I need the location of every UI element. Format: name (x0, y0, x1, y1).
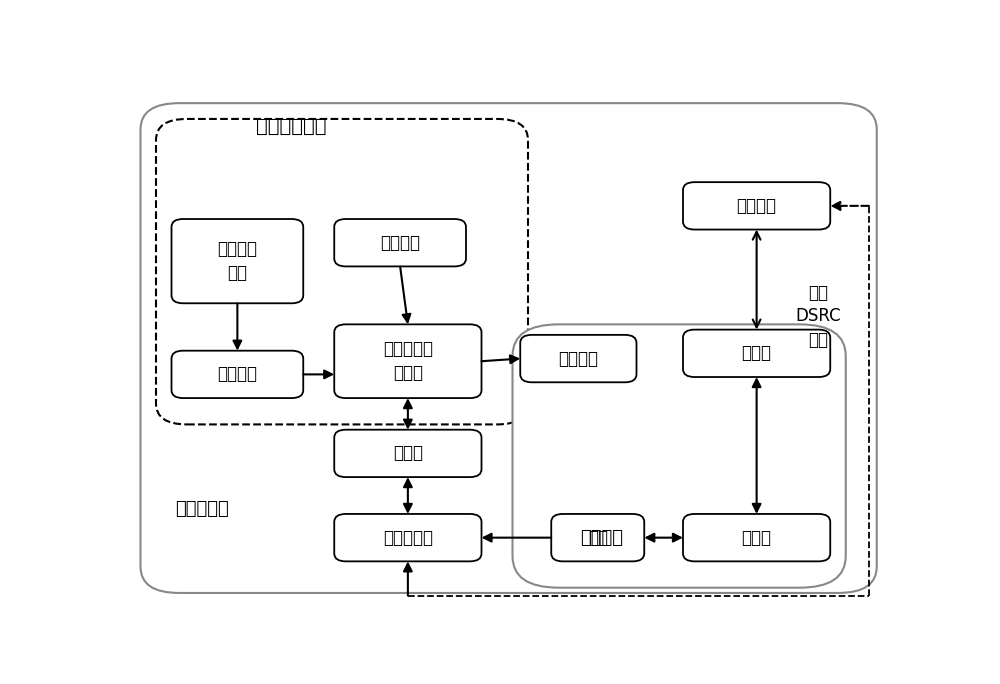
FancyBboxPatch shape (172, 351, 303, 398)
Text: 空中
DSRC
接口: 空中 DSRC 接口 (796, 284, 841, 349)
Text: 适配器: 适配器 (393, 445, 423, 462)
FancyBboxPatch shape (683, 514, 830, 562)
Text: 可执行文件
主界面: 可执行文件 主界面 (383, 341, 433, 382)
Text: 计算机接口: 计算机接口 (383, 529, 433, 547)
Text: 测试设备: 测试设备 (580, 529, 623, 547)
Text: 配置参数: 配置参数 (380, 234, 420, 252)
FancyBboxPatch shape (140, 103, 877, 593)
Text: 协议栈: 协议栈 (742, 529, 772, 547)
FancyBboxPatch shape (683, 330, 830, 377)
FancyBboxPatch shape (551, 514, 644, 562)
Text: 编解码器: 编解码器 (217, 365, 257, 384)
FancyBboxPatch shape (520, 335, 637, 382)
Text: 物理层: 物理层 (742, 344, 772, 363)
FancyBboxPatch shape (334, 219, 466, 267)
Text: 被测设备: 被测设备 (737, 197, 777, 215)
FancyBboxPatch shape (172, 219, 303, 303)
FancyBboxPatch shape (683, 182, 830, 230)
Text: 测试计算机: 测试计算机 (176, 500, 229, 518)
Text: 测试软件平台: 测试软件平台 (256, 118, 327, 136)
FancyBboxPatch shape (512, 324, 846, 588)
FancyBboxPatch shape (334, 324, 482, 398)
Text: 协议测试
代码: 协议测试 代码 (217, 240, 257, 282)
FancyBboxPatch shape (334, 514, 482, 562)
Text: 接口: 接口 (588, 529, 608, 547)
FancyBboxPatch shape (156, 119, 528, 424)
FancyBboxPatch shape (334, 430, 482, 477)
Text: 测试报告: 测试报告 (558, 350, 598, 367)
